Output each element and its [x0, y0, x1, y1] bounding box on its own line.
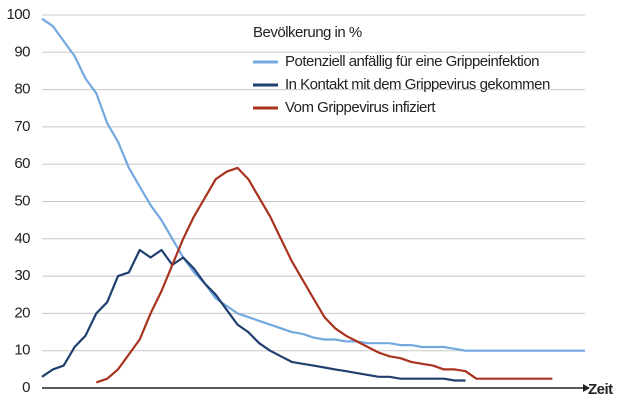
- series-line: [95, 166, 553, 384]
- y-tick-label: 40: [14, 230, 30, 247]
- legend-label: Vom Grippevirus infiziert: [285, 99, 436, 116]
- y-tick-label: 70: [14, 118, 30, 135]
- x-axis-arrow: [583, 384, 590, 392]
- y-tick-label: 20: [14, 304, 30, 321]
- y-tick-label: 0: [22, 379, 30, 396]
- x-axis-label: Zeit: [588, 381, 613, 398]
- y-tick-label: 90: [14, 43, 30, 60]
- y-tick-label: 80: [14, 81, 30, 98]
- y-tick-label: 30: [14, 267, 30, 284]
- legend-label: Potenziell anfällig für eine Grippeinfek…: [285, 53, 539, 70]
- y-tick-label: 50: [14, 192, 30, 209]
- series-line: [41, 17, 585, 352]
- y-tick-label: 10: [14, 342, 30, 359]
- y-tick-label: 100: [6, 6, 30, 23]
- y-tick-label: 60: [14, 155, 30, 172]
- legend-title: Bevölkerung in %: [253, 24, 362, 41]
- series-line: [41, 248, 466, 382]
- legend-label: In Kontakt mit dem Grippevirus gekommen: [285, 76, 550, 93]
